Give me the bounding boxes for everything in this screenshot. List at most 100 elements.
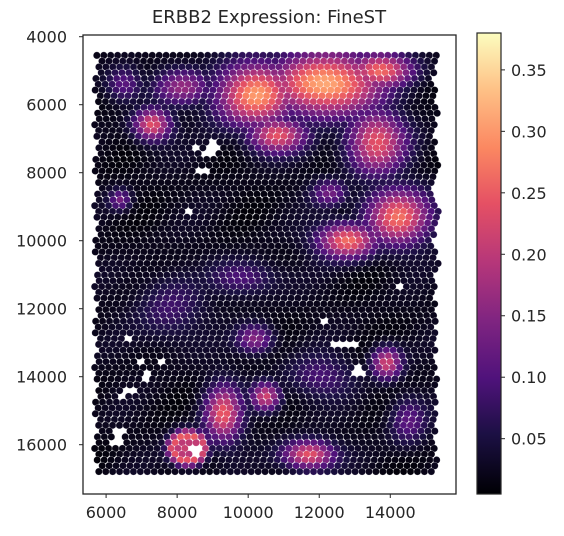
- spot: [351, 467, 359, 476]
- spot: [164, 467, 172, 476]
- spot: [107, 433, 116, 441]
- spot: [143, 467, 152, 476]
- spot: [393, 277, 401, 285]
- spot: [254, 467, 262, 476]
- y-tick-label: 12000: [16, 300, 67, 319]
- spot: [91, 167, 99, 175]
- plot-frame: [82, 34, 457, 495]
- y-tick-label: 16000: [16, 436, 67, 455]
- spot: [150, 467, 158, 476]
- spot: [430, 381, 439, 389]
- spot: [431, 398, 439, 406]
- spot: [108, 467, 117, 476]
- spot: [332, 334, 340, 343]
- spot: [431, 317, 439, 326]
- spot: [302, 467, 311, 476]
- spot: [93, 375, 101, 383]
- spot: [93, 294, 101, 302]
- y-tick-label: 6000: [26, 96, 67, 115]
- spot: [430, 201, 438, 210]
- y-tick-label: 4000: [26, 28, 67, 47]
- y-tick-label: 8000: [26, 164, 67, 183]
- spot: [318, 311, 327, 320]
- spot: [91, 86, 99, 94]
- spot: [122, 467, 131, 476]
- spot: [171, 467, 179, 476]
- spot: [91, 410, 100, 418]
- spot: [129, 467, 138, 476]
- spot: [295, 467, 304, 476]
- spot: [115, 386, 124, 395]
- chart-title: ERBB2 Expression: FineST: [152, 7, 387, 28]
- spot: [427, 467, 436, 476]
- spot: [430, 138, 439, 146]
- spot: [353, 334, 361, 343]
- spot: [289, 467, 297, 476]
- spot: [330, 467, 339, 476]
- spot: [426, 242, 435, 250]
- spot: [210, 132, 219, 141]
- spot: [388, 282, 397, 291]
- spot: [205, 467, 214, 476]
- spot: [392, 467, 401, 476]
- colorbar-axis: 0.05 0.10 0.15 0.20 0.25 0.30 0.35: [501, 61, 547, 449]
- spot: [323, 467, 332, 476]
- y-axis: 4000 6000 8000 10000 12000 14000 16000: [16, 28, 83, 455]
- spot: [261, 467, 269, 476]
- spot: [135, 352, 143, 360]
- spot: [433, 109, 441, 117]
- spot: [102, 467, 110, 476]
- spot: [178, 467, 186, 476]
- spot: [430, 282, 438, 291]
- spot: [282, 467, 290, 476]
- spot: [413, 467, 422, 476]
- spot: [199, 467, 207, 476]
- x-axis: 6000 8000 10000 12000 14000: [86, 494, 416, 522]
- spot: [91, 329, 100, 337]
- spot: [316, 467, 325, 476]
- spot: [386, 467, 394, 476]
- spot: [157, 467, 165, 476]
- spot: [226, 467, 235, 476]
- spot: [240, 467, 249, 476]
- spot: [430, 219, 439, 227]
- spot: [185, 438, 193, 447]
- spot: [427, 80, 435, 89]
- spot: [431, 265, 439, 273]
- spot: [351, 358, 360, 366]
- spot: [358, 467, 366, 476]
- spot: [427, 178, 435, 187]
- spot: [427, 340, 435, 349]
- spot: [202, 138, 210, 146]
- spot: [430, 462, 439, 470]
- spot: [93, 132, 101, 141]
- spot: [126, 329, 134, 337]
- colorbar-tick-label: 0.15: [511, 307, 547, 326]
- spot: [91, 248, 100, 256]
- spot: [339, 334, 347, 343]
- spot: [95, 467, 103, 476]
- x-tick-label: 6000: [86, 503, 127, 522]
- colorbar-tick-label: 0.35: [511, 61, 547, 80]
- y-tick-label: 14000: [16, 368, 67, 387]
- spot: [430, 69, 438, 77]
- spot: [429, 230, 438, 239]
- spot: [219, 467, 228, 476]
- spot: [93, 213, 101, 221]
- spot: [156, 352, 164, 360]
- spot: [372, 467, 380, 476]
- spot: [420, 467, 429, 476]
- x-tick-label: 12000: [294, 503, 345, 522]
- spot: [337, 467, 345, 476]
- spot: [427, 421, 435, 430]
- spot: [233, 467, 242, 476]
- spot: [212, 467, 221, 476]
- spot: [323, 340, 331, 349]
- x-tick-label: 10000: [223, 503, 274, 522]
- spot: [268, 467, 276, 476]
- spot: [365, 467, 373, 476]
- y-tick-label: 10000: [16, 232, 67, 251]
- colorbar-tick-label: 0.20: [511, 245, 547, 264]
- spot: [199, 144, 207, 152]
- spot: [431, 427, 439, 435]
